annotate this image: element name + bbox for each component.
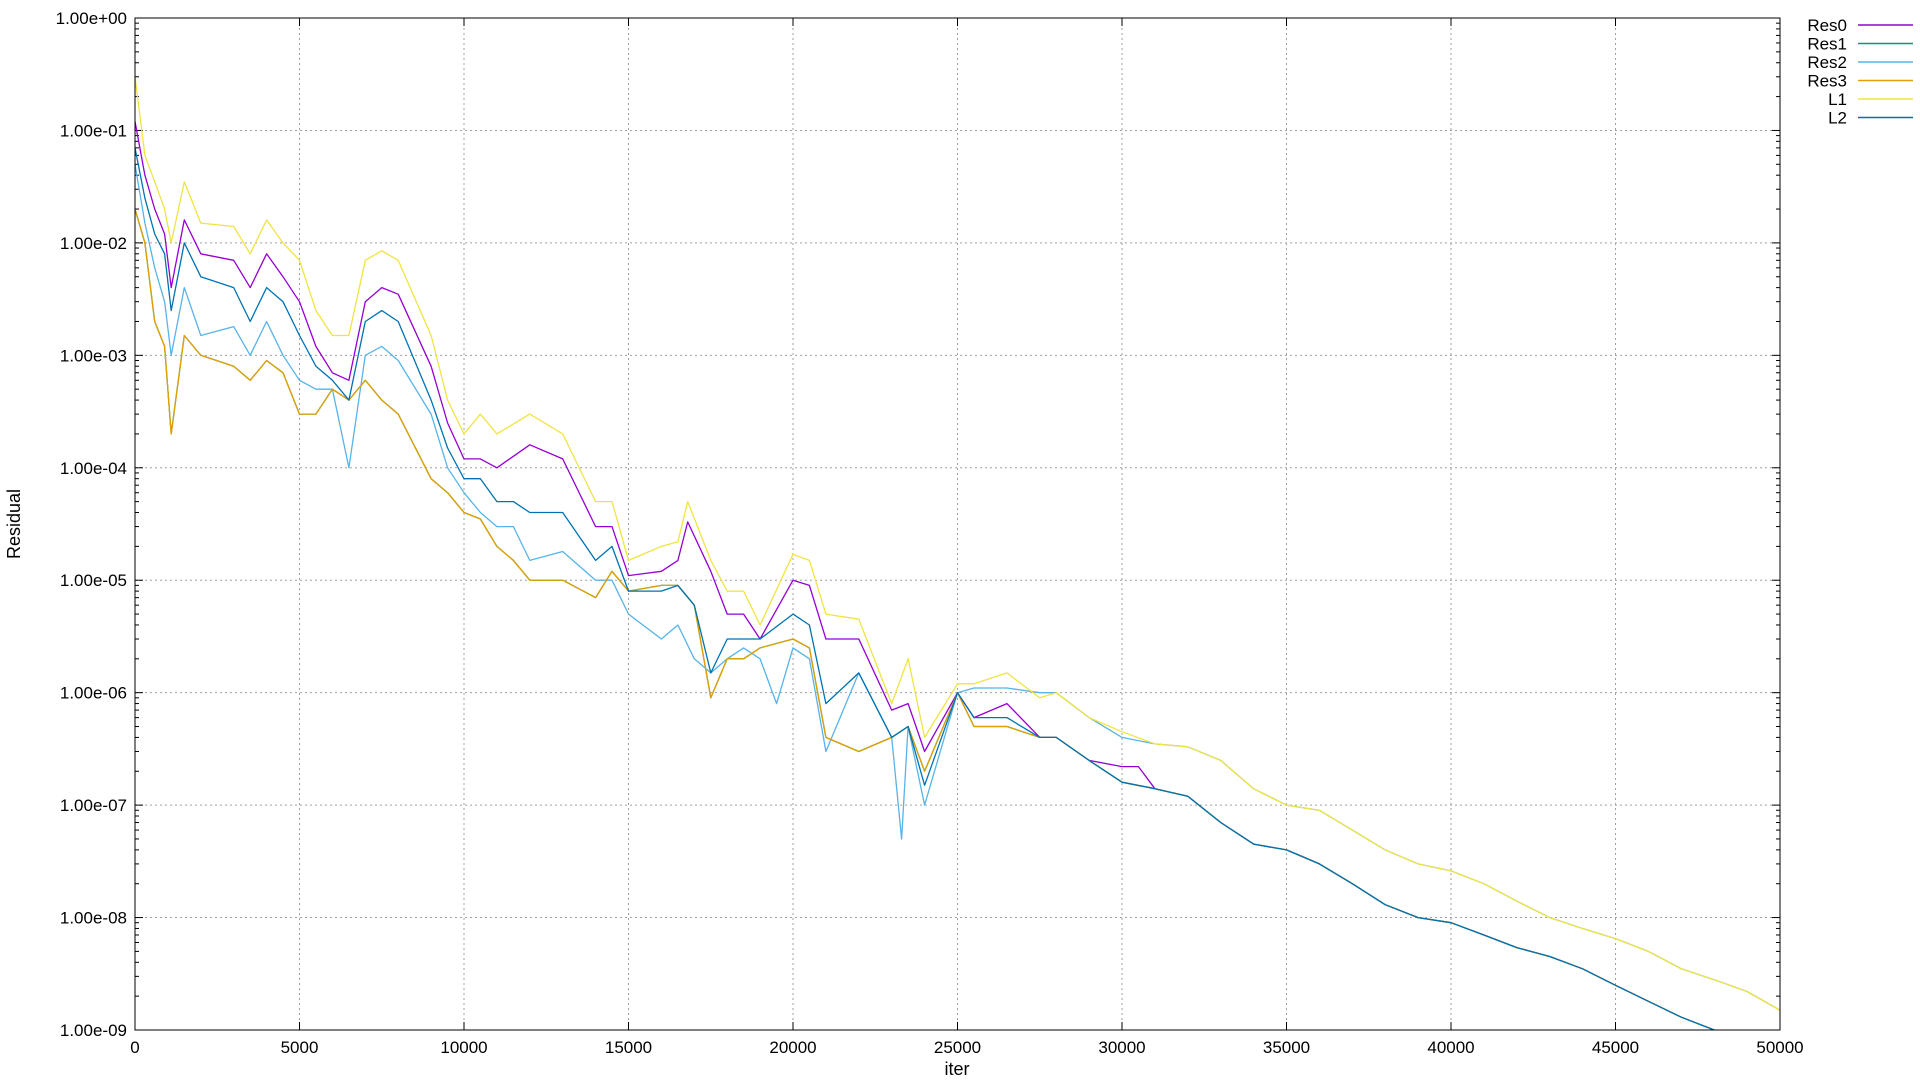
series-layer (135, 76, 1780, 1030)
y-tick-label: 1.00e-08 (60, 909, 127, 928)
x-tick-label: 10000 (440, 1038, 487, 1057)
series-line-res3 (135, 208, 1715, 1030)
x-tick-label: 15000 (605, 1038, 652, 1057)
legend-label-l2: L2 (1828, 109, 1847, 128)
legend-label-res0: Res0 (1807, 16, 1847, 35)
y-tick-label: 1.00e-03 (60, 346, 127, 365)
y-tick-label: 1.00e-06 (60, 684, 127, 703)
y-tick-label: 1.00e-05 (60, 571, 127, 590)
plot-frame (134, 17, 1781, 1031)
series-line-l1 (135, 76, 1780, 1011)
y-tick-label: 1.00e-02 (60, 234, 127, 253)
x-tick-label: 5000 (281, 1038, 319, 1057)
x-axis-label: iter (944, 1059, 969, 1079)
x-tick-label: 45000 (1592, 1038, 1639, 1057)
x-tick-label: 35000 (1263, 1038, 1310, 1057)
y-tick-label: 1.00e-09 (60, 1021, 127, 1040)
x-tick-label: 50000 (1756, 1038, 1803, 1057)
series-line-res0 (135, 121, 1715, 1030)
x-tick-label: 0 (130, 1038, 139, 1057)
x-tick-label: 25000 (934, 1038, 981, 1057)
ticks-layer: 0 5000 10000 15000 20000 25000 30000 35000 40000… (56, 9, 1804, 1057)
x-tick-label: 40000 (1427, 1038, 1474, 1057)
x-tick-label: 20000 (769, 1038, 816, 1057)
series-line-res1 (135, 208, 1715, 1030)
legend-label-res2: Res2 (1807, 53, 1847, 72)
y-tick-label: 1.00e-04 (60, 459, 127, 478)
x-tick-label: 30000 (1098, 1038, 1145, 1057)
legend-label-res3: Res3 (1807, 72, 1847, 91)
y-tick-label: 1.00e+00 (56, 9, 127, 28)
grid-layer (135, 18, 1780, 1030)
series-line-l2 (135, 147, 1715, 1030)
y-tick-label: 1.00e-07 (60, 796, 127, 815)
y-tick-label: 1.00e-01 (60, 121, 127, 140)
y-axis-label: Residual (4, 489, 24, 559)
legend-label-res1: Res1 (1807, 35, 1847, 54)
legend-label-l1: L1 (1828, 90, 1847, 109)
